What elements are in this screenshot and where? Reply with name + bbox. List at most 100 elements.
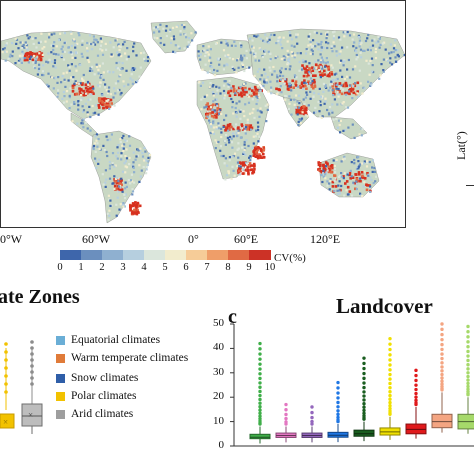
cv-pixel bbox=[366, 159, 369, 162]
high-cv-pixel bbox=[335, 84, 338, 88]
cv-pixel bbox=[336, 189, 339, 192]
cv-pixel bbox=[331, 83, 334, 86]
cv-pixel bbox=[371, 166, 374, 169]
cv-pixel bbox=[25, 44, 29, 47]
cv-pixel bbox=[357, 160, 360, 163]
cv-pixel bbox=[379, 43, 382, 46]
cv-pixel bbox=[326, 108, 329, 112]
cv-pixel bbox=[236, 59, 239, 62]
cv-pixel bbox=[122, 202, 125, 205]
high-cv-pixel bbox=[212, 115, 216, 119]
cv-pixel bbox=[233, 68, 236, 71]
cv-pixel bbox=[278, 36, 281, 39]
cv-pixel bbox=[273, 70, 276, 73]
cv-pixel bbox=[110, 133, 113, 136]
cv-pixel bbox=[98, 147, 101, 150]
cv-pixel bbox=[320, 116, 323, 119]
outlier-point bbox=[310, 422, 314, 426]
cv-pixel bbox=[125, 140, 128, 143]
cv-pixel bbox=[122, 43, 125, 46]
cv-pixel bbox=[118, 75, 121, 78]
cv-pixel bbox=[308, 62, 311, 65]
high-cv-pixel bbox=[348, 92, 351, 96]
high-cv-pixel bbox=[104, 97, 107, 101]
cv-pixel bbox=[222, 125, 225, 128]
cv-pixel bbox=[260, 111, 263, 114]
cv-pixel bbox=[121, 62, 124, 65]
cv-pixel bbox=[267, 90, 270, 93]
outlier-point bbox=[362, 408, 366, 413]
cv-pixel bbox=[300, 66, 303, 70]
climate-boxplot-fragment: × × bbox=[0, 340, 43, 434]
cv-pixel bbox=[159, 37, 162, 40]
outlier-point bbox=[362, 402, 366, 406]
cv-pixel bbox=[329, 83, 332, 86]
cv-pixel bbox=[319, 59, 323, 62]
landcover-box-1 bbox=[275, 402, 297, 443]
high-cv-pixel bbox=[91, 85, 95, 89]
high-cv-pixel bbox=[81, 83, 84, 86]
cv-pixel bbox=[215, 127, 218, 130]
cv-pixel bbox=[327, 89, 330, 92]
cv-pixel bbox=[96, 65, 99, 69]
cv-pixel bbox=[4, 50, 7, 54]
cv-pixel bbox=[392, 47, 396, 50]
cv-pixel bbox=[359, 43, 362, 46]
cv-pixel bbox=[199, 84, 202, 87]
cv-pixel bbox=[70, 53, 73, 56]
svg-text:×: × bbox=[3, 417, 8, 427]
high-cv-pixel bbox=[75, 92, 78, 96]
cv-pixel bbox=[244, 127, 247, 131]
outlier-point bbox=[414, 378, 418, 383]
cv-pixel bbox=[315, 31, 319, 35]
cv-pixel bbox=[132, 161, 135, 164]
cv-pixel bbox=[262, 39, 265, 42]
cv-pixel bbox=[105, 89, 108, 92]
cv-pixel bbox=[25, 46, 28, 49]
cv-pixel bbox=[268, 66, 271, 69]
cv-pixel bbox=[217, 110, 220, 113]
outlier-point bbox=[258, 401, 262, 405]
legend-label: Polar climates bbox=[71, 390, 137, 402]
cv-pixel bbox=[313, 67, 316, 70]
cv-pixel bbox=[115, 61, 118, 65]
outlier-point bbox=[466, 324, 470, 329]
cv-pixel bbox=[381, 42, 384, 45]
outlier-point bbox=[310, 419, 314, 424]
high-cv-pixel bbox=[89, 86, 93, 90]
cv-pixel bbox=[304, 81, 307, 84]
high-cv-pixel bbox=[361, 171, 364, 174]
cv-pixel bbox=[32, 42, 35, 45]
high-cv-pixel bbox=[226, 124, 230, 127]
outlier-point bbox=[388, 358, 392, 362]
cv-pixel bbox=[63, 95, 66, 98]
cv-pixel bbox=[339, 86, 343, 89]
cv-pixel bbox=[174, 44, 177, 47]
outlier-point bbox=[388, 406, 392, 411]
cv-pixel bbox=[104, 86, 107, 89]
cv-pixel bbox=[213, 68, 216, 72]
cv-pixel bbox=[302, 60, 305, 64]
high-cv-pixel bbox=[118, 180, 122, 184]
cv-pixel bbox=[222, 84, 226, 87]
high-cv-pixel bbox=[241, 128, 245, 131]
outlier-point bbox=[414, 395, 418, 399]
cv-pixel bbox=[279, 71, 282, 74]
cv-pixel bbox=[390, 63, 394, 66]
colorbar-tick: 8 bbox=[225, 262, 231, 273]
outlier-point bbox=[362, 361, 366, 366]
legend-swatch bbox=[56, 391, 65, 401]
cv-pixel bbox=[245, 162, 249, 165]
cv-pixel bbox=[362, 49, 365, 52]
cv-pixel bbox=[70, 63, 73, 66]
high-cv-pixel bbox=[250, 164, 253, 167]
cv-pixel bbox=[251, 111, 254, 114]
cv-pixel bbox=[144, 150, 147, 153]
cv-pixel bbox=[265, 81, 269, 84]
cv-pixel bbox=[331, 66, 334, 69]
cv-pixel bbox=[248, 37, 251, 40]
high-cv-pixel bbox=[292, 86, 295, 89]
cv-pixel bbox=[269, 69, 272, 72]
cv-pixel bbox=[340, 160, 343, 163]
cv-pixel bbox=[343, 155, 346, 158]
